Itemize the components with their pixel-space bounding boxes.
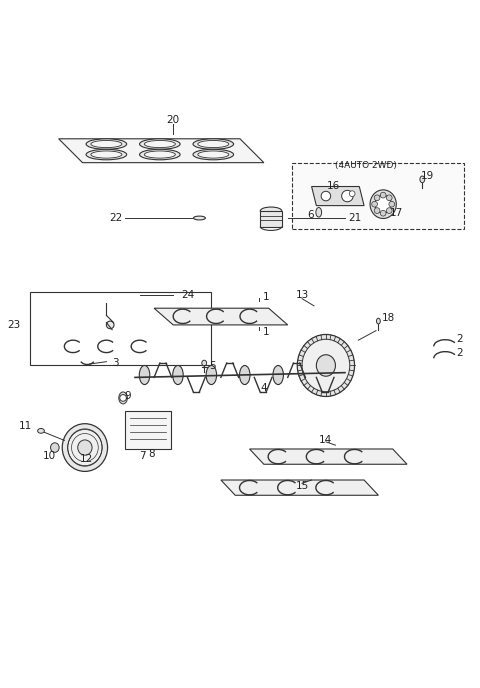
Circle shape: [380, 211, 386, 216]
Text: 6: 6: [307, 210, 314, 220]
Text: 9: 9: [124, 391, 131, 400]
Ellipse shape: [144, 151, 175, 158]
Ellipse shape: [86, 149, 127, 160]
Ellipse shape: [193, 216, 205, 220]
Ellipse shape: [302, 339, 350, 391]
Circle shape: [372, 202, 377, 207]
Ellipse shape: [198, 151, 229, 158]
Ellipse shape: [316, 355, 336, 376]
Ellipse shape: [206, 365, 216, 385]
Text: 13: 13: [295, 290, 309, 301]
Ellipse shape: [78, 440, 92, 455]
Text: 22: 22: [109, 213, 122, 223]
Ellipse shape: [260, 207, 282, 215]
Ellipse shape: [62, 424, 108, 471]
Text: 18: 18: [381, 313, 395, 323]
Text: 10: 10: [43, 451, 56, 461]
Ellipse shape: [86, 139, 127, 149]
Circle shape: [374, 195, 380, 201]
Ellipse shape: [370, 190, 396, 219]
Circle shape: [342, 191, 353, 202]
Text: 16: 16: [326, 180, 340, 191]
Text: 11: 11: [19, 421, 32, 431]
Circle shape: [349, 191, 355, 197]
Ellipse shape: [68, 429, 102, 466]
Text: 2: 2: [456, 334, 463, 344]
Polygon shape: [59, 139, 264, 162]
Text: 15: 15: [295, 481, 309, 491]
Bar: [260, 211, 282, 226]
Circle shape: [321, 191, 331, 201]
Bar: [125, 411, 171, 449]
Polygon shape: [154, 308, 288, 325]
Circle shape: [107, 321, 114, 329]
Ellipse shape: [306, 365, 317, 385]
Text: 3: 3: [113, 358, 119, 367]
Text: 17: 17: [390, 208, 403, 218]
Ellipse shape: [144, 140, 175, 148]
Text: 1: 1: [263, 327, 270, 336]
Ellipse shape: [193, 139, 234, 149]
Text: (4AUTO 2WD): (4AUTO 2WD): [336, 162, 397, 171]
Ellipse shape: [420, 176, 425, 183]
Ellipse shape: [273, 365, 283, 385]
Text: 1: 1: [263, 292, 270, 302]
Ellipse shape: [198, 140, 229, 148]
Ellipse shape: [173, 365, 183, 385]
Ellipse shape: [297, 334, 355, 396]
Circle shape: [386, 208, 392, 213]
Ellipse shape: [37, 429, 44, 433]
Polygon shape: [312, 186, 364, 206]
Ellipse shape: [376, 319, 380, 324]
Ellipse shape: [119, 392, 127, 404]
Circle shape: [386, 195, 392, 201]
Text: 19: 19: [421, 171, 434, 181]
Circle shape: [380, 192, 386, 198]
Text: 20: 20: [167, 115, 180, 125]
Text: 12: 12: [80, 453, 93, 464]
Polygon shape: [250, 449, 407, 464]
Text: 4: 4: [261, 383, 267, 394]
Text: 7: 7: [139, 451, 145, 461]
Text: 2: 2: [456, 347, 463, 358]
Text: 23: 23: [7, 320, 21, 330]
Text: 21: 21: [348, 213, 361, 223]
Bar: [30, 292, 211, 365]
Ellipse shape: [193, 149, 234, 160]
Circle shape: [374, 208, 380, 213]
Text: 5: 5: [209, 361, 216, 372]
Ellipse shape: [50, 443, 59, 452]
Ellipse shape: [91, 151, 122, 158]
Ellipse shape: [139, 365, 150, 385]
Circle shape: [120, 395, 126, 401]
Text: 14: 14: [319, 436, 333, 445]
Ellipse shape: [316, 208, 322, 217]
Ellipse shape: [140, 149, 180, 160]
Polygon shape: [221, 480, 378, 495]
Text: 8: 8: [148, 449, 155, 459]
FancyBboxPatch shape: [292, 162, 464, 230]
Ellipse shape: [330, 365, 341, 385]
Ellipse shape: [240, 365, 250, 385]
Text: 24: 24: [181, 290, 194, 300]
Circle shape: [389, 202, 395, 207]
Ellipse shape: [91, 140, 122, 148]
Ellipse shape: [375, 195, 392, 213]
Ellipse shape: [140, 139, 180, 149]
Ellipse shape: [202, 361, 206, 366]
